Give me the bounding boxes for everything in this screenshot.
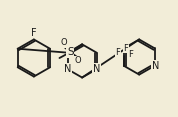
Text: O: O bbox=[60, 38, 67, 47]
Text: F: F bbox=[128, 50, 133, 59]
Text: F: F bbox=[123, 44, 128, 53]
Text: N: N bbox=[64, 64, 71, 74]
Text: O: O bbox=[75, 56, 82, 65]
Text: F: F bbox=[116, 48, 120, 57]
Text: N: N bbox=[152, 61, 159, 71]
Text: F: F bbox=[31, 28, 37, 38]
Text: S: S bbox=[67, 47, 74, 57]
Text: N: N bbox=[93, 64, 100, 74]
